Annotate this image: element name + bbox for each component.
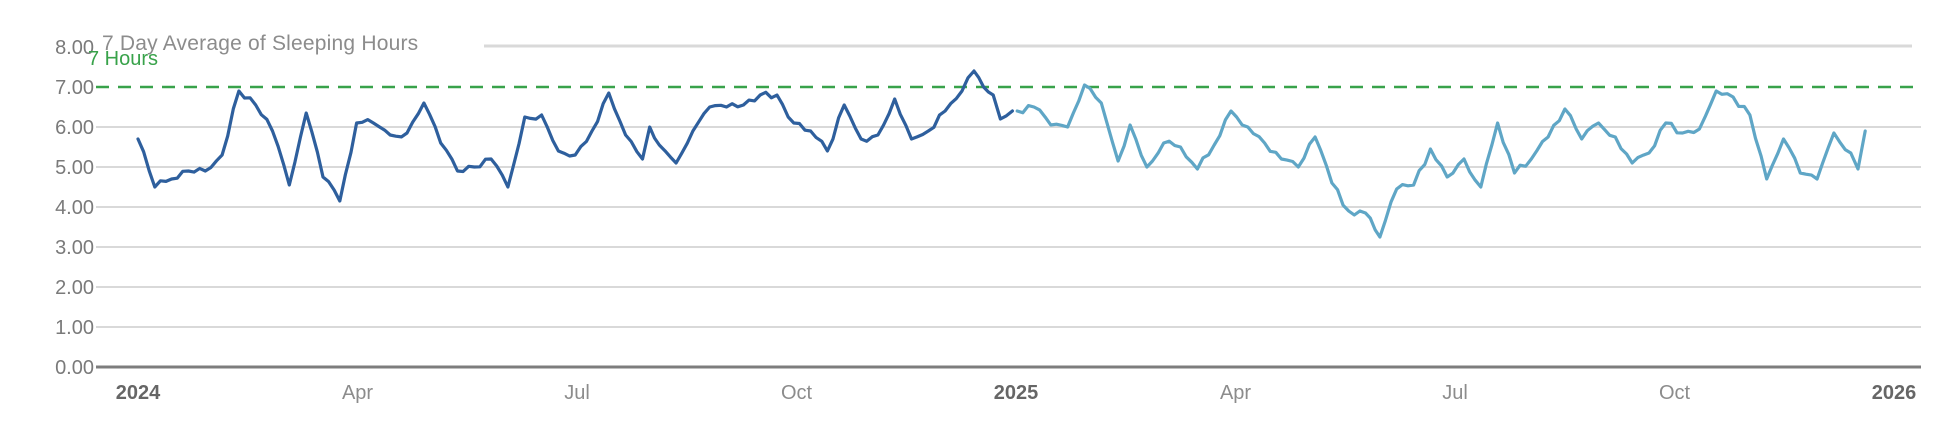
x-tick-label: Jul xyxy=(1442,382,1468,404)
x-tick-label: Apr xyxy=(1220,382,1251,404)
chart-title: 7 Day Average of Sleeping Hours xyxy=(102,32,419,55)
x-tick-label: Oct xyxy=(1659,382,1691,404)
x-tick-label: Jul xyxy=(564,382,590,404)
x-tick-label: Oct xyxy=(781,382,813,404)
y-tick-label: 7.00 xyxy=(55,77,94,99)
y-tick-label: 2.00 xyxy=(55,277,94,299)
y-tick-label: 3.00 xyxy=(55,237,94,259)
x-tick-label: 2025 xyxy=(994,382,1039,404)
x-tick-label: 2024 xyxy=(116,382,161,404)
y-tick-label: 1.00 xyxy=(55,317,94,339)
y-tick-label: 6.00 xyxy=(55,117,94,139)
x-tick-label: Apr xyxy=(342,382,373,404)
series-line-2024 xyxy=(136,69,1014,203)
y-tick-label: 0.00 xyxy=(55,357,94,379)
y-tick-label: 5.00 xyxy=(55,157,94,179)
y-tick-label: 4.00 xyxy=(55,197,94,219)
threshold-label: 7 Hours xyxy=(88,48,159,70)
series-line-2025 xyxy=(1015,83,1867,239)
y-tick-label: 8.00 xyxy=(55,37,94,59)
x-tick-label: 2026 xyxy=(1872,382,1917,404)
